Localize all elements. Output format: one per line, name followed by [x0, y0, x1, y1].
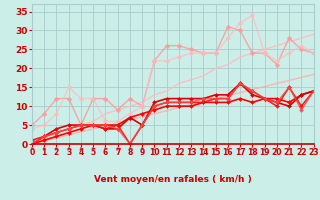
- Text: Vent moyen/en rafales ( km/h ): Vent moyen/en rafales ( km/h ): [94, 175, 252, 184]
